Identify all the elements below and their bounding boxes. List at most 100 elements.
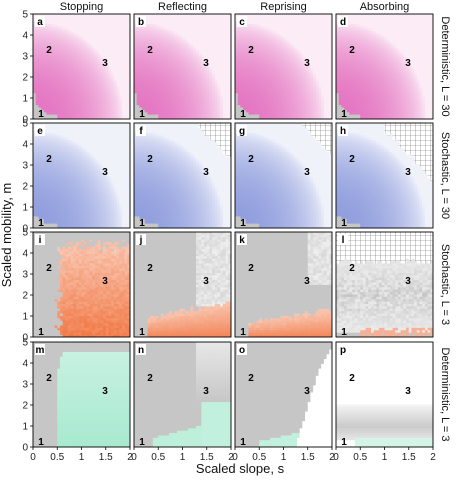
heatmap-cell (305, 71, 308, 74)
heatmap-cell (147, 33, 150, 36)
heatmap-cell (98, 109, 101, 112)
heatmap-cell (305, 35, 308, 38)
heatmap-cell (119, 40, 122, 43)
heatmap-cell (63, 86, 66, 89)
heatmap-cell (52, 45, 55, 48)
heatmap-cell (156, 86, 159, 89)
heatmap-cell (166, 19, 169, 22)
heatmap-cell (321, 76, 324, 79)
heatmap-cell (139, 86, 142, 89)
heatmap-cell (33, 28, 36, 31)
heatmap-cell (169, 24, 172, 27)
heatmap-cell (111, 112, 114, 115)
region-label-2: 2 (248, 45, 254, 56)
heatmap-cell (243, 55, 246, 58)
heatmap-cell (84, 43, 87, 46)
heatmap-cell (103, 28, 106, 31)
heatmap-cell (164, 26, 167, 29)
heatmap-cell (55, 62, 58, 65)
heatmap-cell (82, 26, 85, 29)
heatmap-cell (147, 76, 150, 79)
heatmap-cell (114, 64, 117, 67)
heatmap-cell (223, 64, 226, 67)
heatmap-cell (122, 102, 125, 105)
heatmap-cell (321, 55, 324, 58)
heatmap-cell (156, 59, 159, 62)
heatmap-cell (180, 31, 183, 34)
heatmap-cell (265, 76, 268, 79)
heatmap-cell (281, 90, 284, 93)
heatmap-cell (183, 26, 186, 29)
heatmap-cell (257, 81, 260, 84)
heatmap-cell (270, 21, 273, 24)
heatmap-cell (201, 26, 204, 29)
heatmap-cell (139, 50, 142, 53)
heatmap-cell (122, 86, 125, 89)
heatmap-cell (201, 86, 204, 89)
heatmap-cell (257, 67, 260, 70)
heatmap-cell (84, 35, 87, 38)
heatmap-cell (270, 28, 273, 31)
heatmap-cell (294, 100, 297, 103)
heatmap-cell (100, 45, 103, 48)
heatmap-cell (235, 98, 238, 101)
heatmap-cell (305, 43, 308, 46)
heatmap-cell (246, 59, 249, 62)
heatmap-cell (169, 21, 172, 24)
heatmap-cell (100, 24, 103, 27)
heatmap-cell (114, 28, 117, 31)
heatmap-cell (212, 95, 215, 98)
heatmap-cell (90, 93, 93, 96)
heatmap-cell (344, 57, 347, 60)
heatmap-cell (177, 50, 180, 53)
heatmap-cell (134, 86, 137, 89)
heatmap-cell (57, 38, 60, 41)
heatmap-cell (71, 38, 74, 41)
heatmap-cell (344, 98, 347, 101)
heatmap-cell (223, 43, 226, 46)
heatmap-cell (204, 98, 207, 101)
heatmap-cell (341, 102, 344, 105)
heatmap-cell (284, 43, 287, 46)
heatmap-cell (278, 45, 281, 48)
heatmap-cell (310, 76, 313, 79)
heatmap-cell (302, 112, 305, 115)
heatmap-cell (267, 38, 270, 41)
heatmap-cell (238, 86, 241, 89)
heatmap-cell (297, 38, 300, 41)
heatmap-cell (49, 74, 52, 77)
heatmap-cell (164, 28, 167, 31)
heatmap-cell (347, 88, 350, 91)
heatmap-cell (73, 40, 76, 43)
heatmap-cell (55, 98, 58, 101)
heatmap-cell (262, 26, 265, 29)
heatmap-cell (100, 112, 103, 115)
heatmap-cell (310, 95, 313, 98)
heatmap-cell (164, 43, 167, 46)
heatmap-cell (76, 109, 79, 112)
heatmap-cell (319, 38, 322, 41)
heatmap-cell (185, 71, 188, 74)
heatmap-cell (310, 74, 313, 77)
heatmap-cell (174, 102, 177, 105)
heatmap-cell (267, 86, 270, 89)
heatmap-cell (95, 78, 98, 81)
heatmap-cell (147, 95, 150, 98)
heatmap-cell (327, 57, 330, 60)
heatmap-cell (111, 102, 114, 105)
heatmap-cell (38, 78, 41, 81)
heatmap-cell (286, 86, 289, 89)
heatmap-cell (46, 35, 49, 38)
heatmap-cell (310, 21, 313, 24)
heatmap-cell (265, 45, 268, 48)
heatmap-cell (174, 64, 177, 67)
heatmap-cell (71, 19, 74, 22)
heatmap-cell (336, 33, 339, 36)
heatmap-cell (49, 40, 52, 43)
heatmap-cell (161, 71, 164, 74)
heatmap-cell (270, 90, 273, 93)
heatmap-cell (139, 45, 142, 48)
heatmap-cell (319, 47, 322, 50)
heatmap-cell (212, 55, 215, 58)
heatmap-cell (84, 40, 87, 43)
